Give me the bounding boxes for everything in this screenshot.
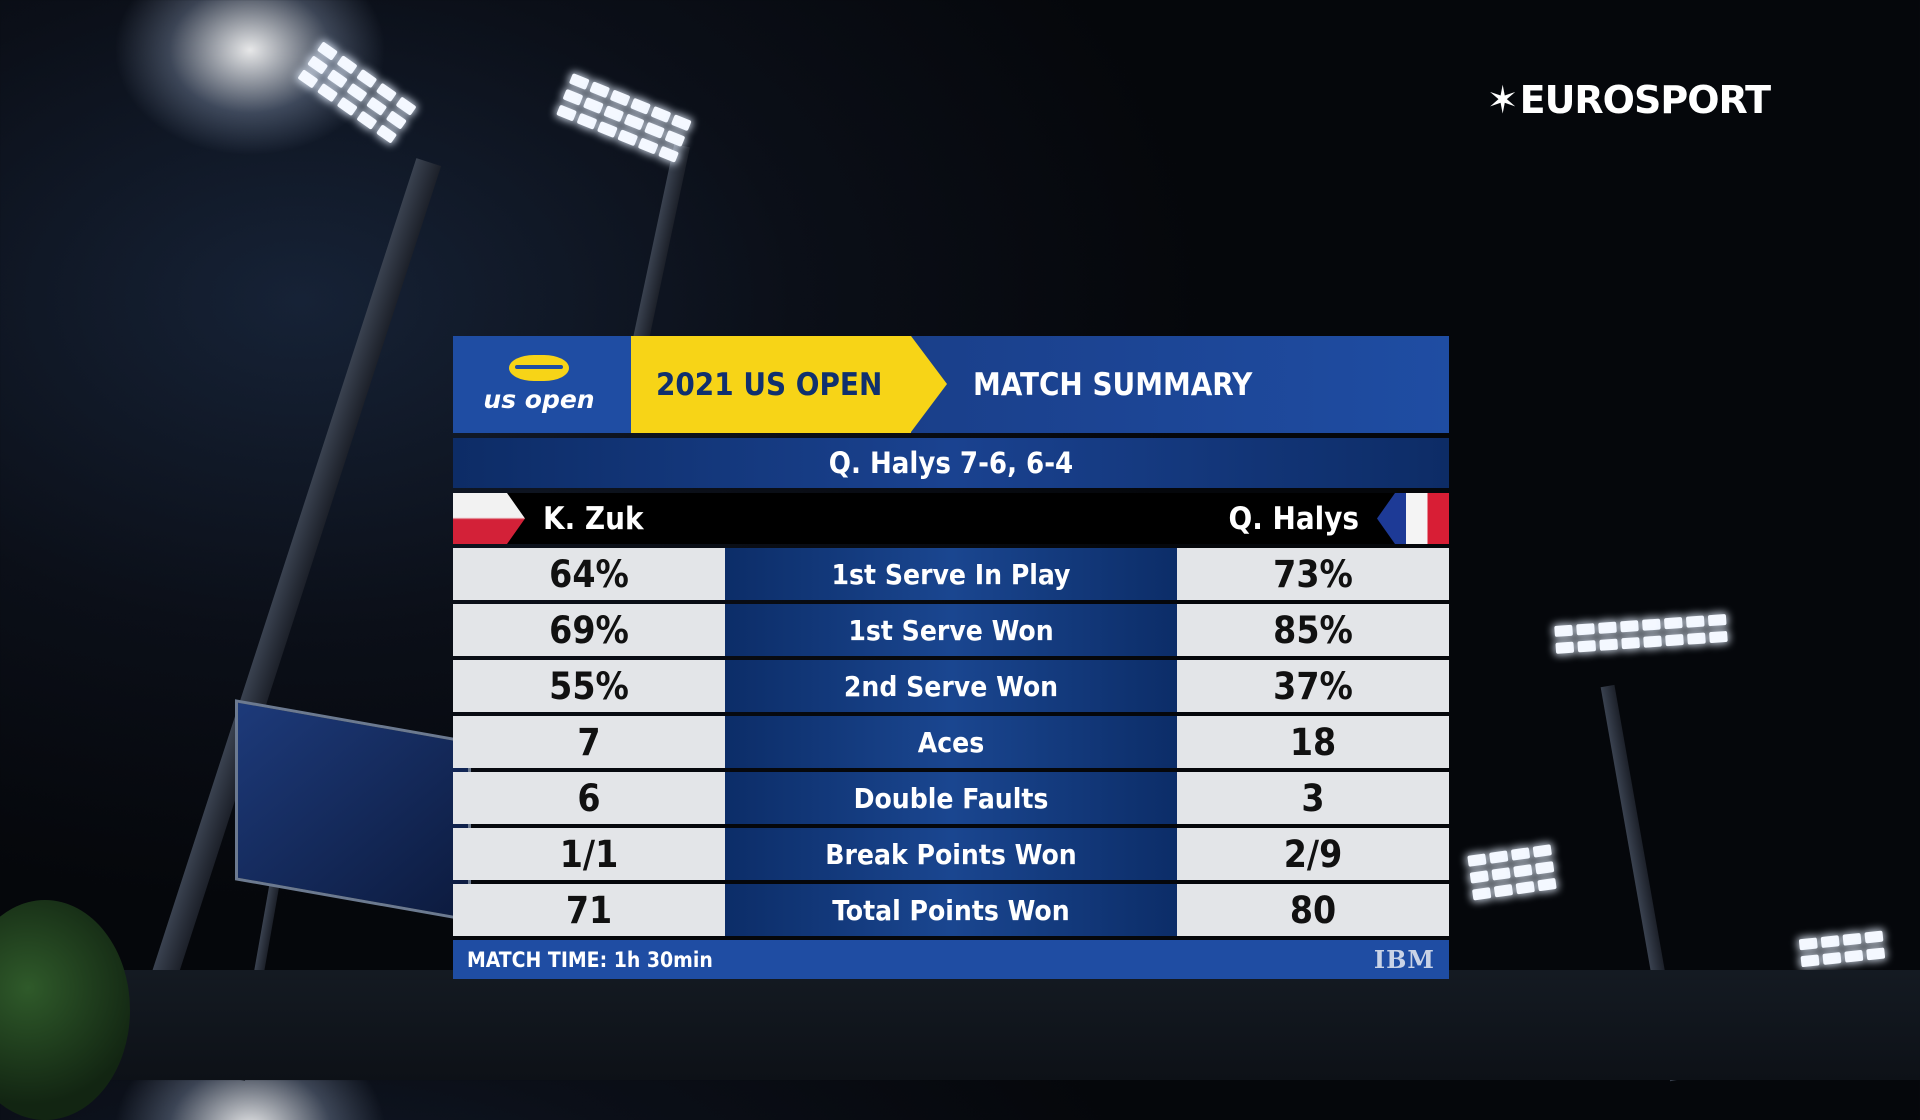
stat-right-value: 18 [1177,716,1449,768]
sponsor-logo: IBM [1373,945,1435,974]
stat-right-value: 80 [1177,884,1449,936]
players-row: K. Zuk Q. Halys [453,493,1449,544]
tree [0,900,130,1120]
star-icon: ✶ [1486,78,1519,122]
stat-row: 71 Total Points Won 80 [453,884,1449,936]
stat-row: 1/1 Break Points Won 2/9 [453,828,1449,880]
floodlight [1467,844,1557,901]
stat-label: Total Points Won [725,884,1177,936]
match-time: MATCH TIME: 1h 30min [467,947,713,972]
logo-text: us open [483,385,595,414]
stat-label: Double Faults [725,772,1177,824]
stat-row: 64% 1st Serve In Play 73% [453,548,1449,600]
stat-label: 2nd Serve Won [725,660,1177,712]
stat-left-value: 6 [453,772,725,824]
stat-left-value: 1/1 [453,828,725,880]
court-ground [0,970,1920,1080]
floodlight [1798,930,1886,968]
player-right-name: Q. Halys [1228,500,1360,537]
stat-label: 1st Serve In Play [725,548,1177,600]
poland-flag-icon [453,493,525,544]
stat-right-value: 3 [1177,772,1449,824]
board-footer: MATCH TIME: 1h 30min IBM [453,940,1449,979]
stat-left-value: 64% [453,548,725,600]
us-open-logo: us open [453,336,625,433]
stat-row: 6 Double Faults 3 [453,772,1449,824]
stadium-background [0,41,1920,1120]
stat-row: 7 Aces 18 [453,716,1449,768]
stat-right-value: 73% [1177,548,1449,600]
broadcaster-name: EUROSPORT [1519,78,1771,122]
player-left-name: K. Zuk [543,500,644,537]
stat-label: Aces [725,716,1177,768]
stat-left-value: 71 [453,884,725,936]
match-result: Q. Halys 7-6, 6-4 [453,438,1449,488]
board-header: us open 2021 US OPEN MATCH SUMMARY [453,336,1449,433]
tennis-ball-icon [509,355,569,381]
floodlight [1554,613,1728,654]
stat-right-value: 85% [1177,604,1449,656]
floodlight [556,73,692,163]
stat-left-value: 69% [453,604,725,656]
player-right: Q. Halys [1228,493,1449,544]
stat-left-value: 7 [453,716,725,768]
tournament-label: 2021 US OPEN [631,336,947,433]
stat-left-value: 55% [453,660,725,712]
floodlight [297,41,417,144]
match-summary-board: us open 2021 US OPEN MATCH SUMMARY Q. Ha… [453,336,1449,979]
player-left: K. Zuk [453,493,644,544]
stat-row: 69% 1st Serve Won 85% [453,604,1449,656]
stat-right-value: 37% [1177,660,1449,712]
stat-row: 55% 2nd Serve Won 37% [453,660,1449,712]
stat-right-value: 2/9 [1177,828,1449,880]
stat-label: 1st Serve Won [725,604,1177,656]
france-flag-icon [1377,493,1449,544]
board-title: MATCH SUMMARY [911,336,1449,433]
stat-label: Break Points Won [725,828,1177,880]
broadcaster-logo: ✶EUROSPORT [1486,78,1771,122]
